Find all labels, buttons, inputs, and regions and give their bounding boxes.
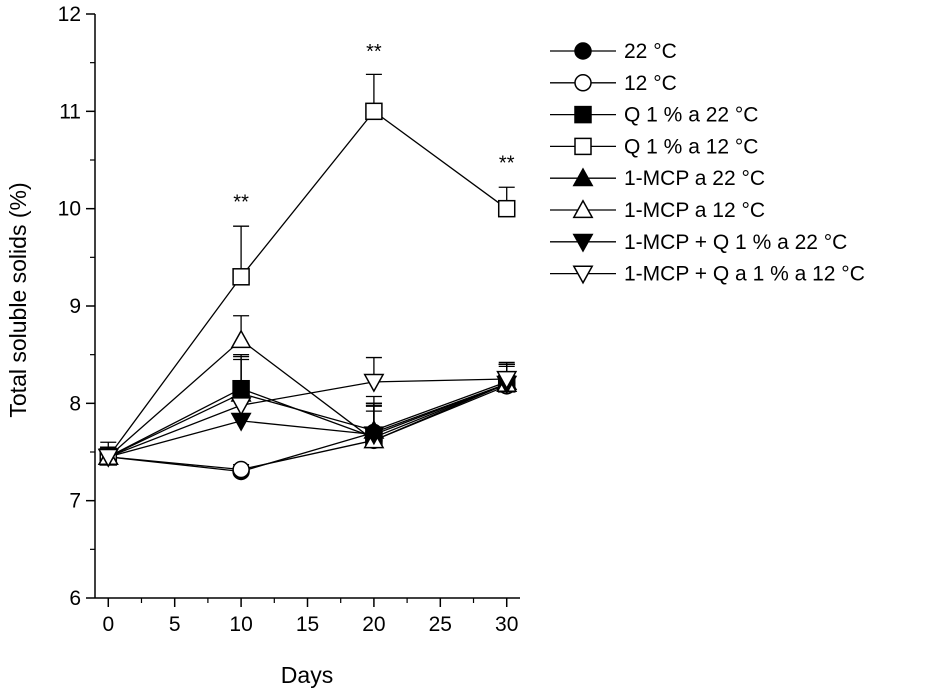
x-tick-label: 0 xyxy=(102,613,114,636)
x-tick-label: 30 xyxy=(495,613,518,636)
legend-marker xyxy=(574,42,592,60)
significance-annotation: ** xyxy=(233,192,249,214)
y-tick-label: 10 xyxy=(58,198,81,221)
legend-item: 1-MCP a 22 °C xyxy=(550,167,765,190)
y-tick-label: 6 xyxy=(69,587,81,610)
plot-area: ** ** ** xyxy=(97,41,518,481)
y-tick-label: 12 xyxy=(58,3,81,26)
legend-item: Q 1 % a 22 °C xyxy=(550,104,758,127)
series-line-1 xyxy=(108,385,507,471)
legend-marker xyxy=(574,137,592,156)
y-tick-label: 11 xyxy=(59,100,81,123)
series-line-4 xyxy=(108,381,507,458)
legend-marker xyxy=(574,74,592,92)
data-point xyxy=(496,370,518,390)
series-line-2 xyxy=(107,383,507,458)
legend-item: 1-MCP a 12 °C xyxy=(550,199,765,222)
data-point xyxy=(232,268,250,286)
data-point xyxy=(97,448,119,468)
x-tick-label: 10 xyxy=(229,613,252,636)
data-point xyxy=(230,329,252,349)
legend: 22 °C 12 °C Q 1 % a 22 °C Q 1 % a 12 °C 1-MC… xyxy=(550,40,865,286)
series-line-7 xyxy=(108,378,507,458)
legend-marker xyxy=(572,167,594,187)
chart-axes: 6 7 8 9 10 11 12 0 5 10 15 20 25 30 xyxy=(58,3,520,636)
x-axis-label: Days xyxy=(281,662,333,688)
significance-annotation: ** xyxy=(366,41,382,63)
x-tick-label: 25 xyxy=(429,613,452,636)
legend-label: Q 1 % a 22 °C xyxy=(624,104,758,127)
legend-item: 12 °C xyxy=(550,72,677,95)
legend-label: 1-MCP + Q 1 % a 22 °C xyxy=(624,231,847,254)
legend-label: Q 1 % a 12 °C xyxy=(624,135,758,158)
x-tick-label: 15 xyxy=(296,613,319,636)
legend-marker xyxy=(574,105,592,124)
x-tick-label: 5 xyxy=(169,613,181,636)
series-line-6 xyxy=(108,383,507,458)
legend-item: 1-MCP + Q a 1 % a 12 °C xyxy=(550,263,865,286)
data-point xyxy=(497,199,516,218)
legend-label: 12 °C xyxy=(624,72,677,95)
legend-item: 1-MCP + Q 1 % a 22 °C xyxy=(550,231,847,254)
legend-label: 1-MCP + Q a 1 % a 12 °C xyxy=(624,263,865,286)
legend-marker xyxy=(572,233,594,253)
legend-label: 1-MCP a 12 °C xyxy=(624,199,765,222)
data-point xyxy=(230,397,252,417)
significance-annotation: ** xyxy=(499,153,515,175)
series-line-0 xyxy=(108,383,507,473)
data-point xyxy=(232,460,250,479)
legend-item: Q 1 % a 12 °C xyxy=(550,135,758,158)
data-point xyxy=(365,102,383,121)
legend-marker xyxy=(572,265,594,285)
series-line-5 xyxy=(107,339,507,458)
legend-label: 1-MCP a 22 °C xyxy=(624,167,765,190)
y-tick-label: 8 xyxy=(69,392,81,415)
y-axis-label: Total soluble solids (%) xyxy=(5,182,31,417)
legend-marker xyxy=(572,199,594,219)
legend-label: 22 °C xyxy=(624,40,677,63)
series-line-3 xyxy=(107,110,508,458)
y-tick-label: 7 xyxy=(69,490,81,513)
data-point xyxy=(363,426,385,446)
y-tick-label: 9 xyxy=(69,295,81,318)
legend-item: 22 °C xyxy=(550,40,677,63)
x-tick-label: 20 xyxy=(362,613,385,636)
data-point xyxy=(363,373,385,393)
